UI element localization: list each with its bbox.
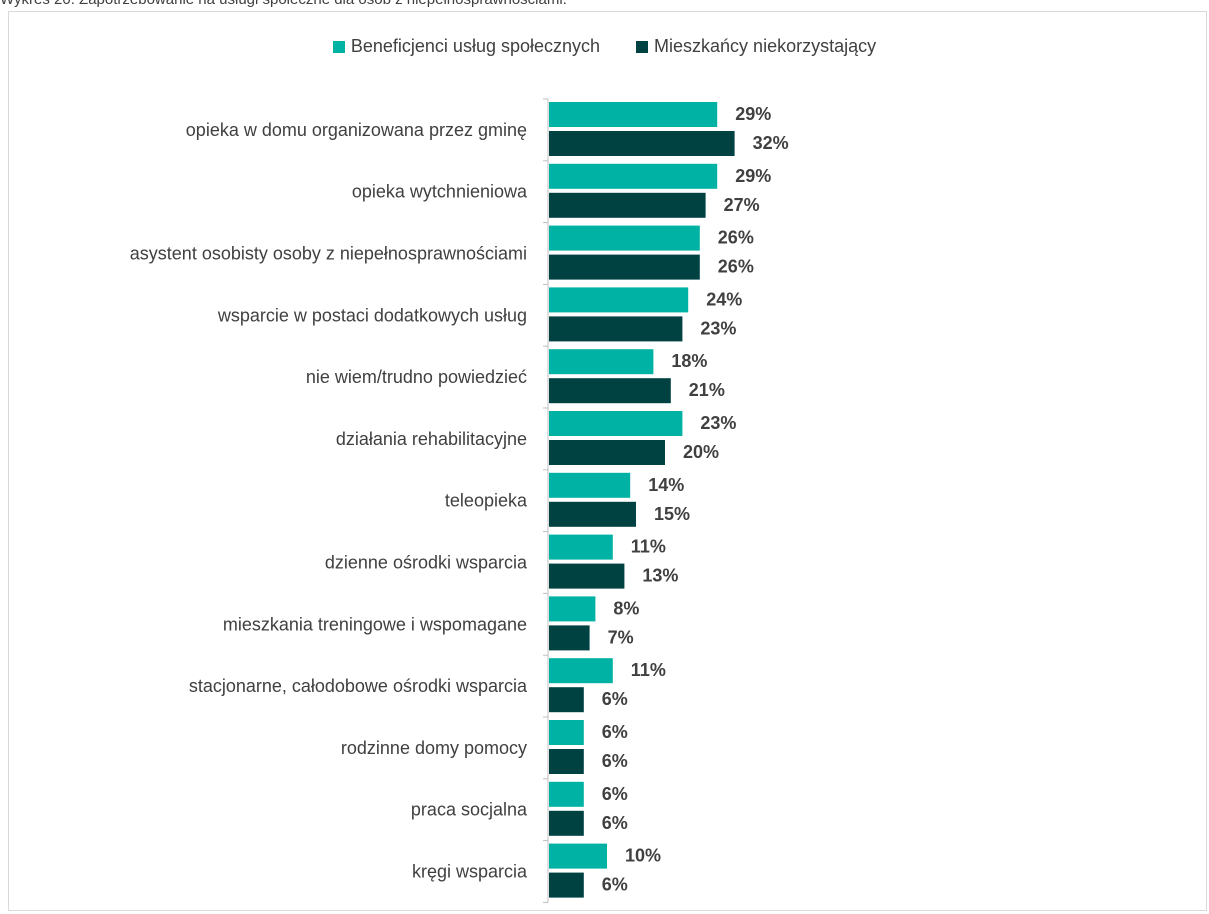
bar-series-1 <box>549 720 584 745</box>
category-label: opieka w domu organizowana przez gminę <box>186 120 527 140</box>
bar-series-2 <box>549 131 735 156</box>
category-label: działania rehabilitacyjne <box>336 429 527 449</box>
data-label-series-1: 29% <box>735 166 771 186</box>
chart-caption: Wykres 20. Zapotrzebowanie na usługi spo… <box>0 0 567 8</box>
category-label: stacjonarne, całodobowe ośrodki wsparcia <box>189 676 528 696</box>
bar-series-1 <box>549 102 718 127</box>
chart-frame <box>8 11 1207 911</box>
data-label-series-1: 29% <box>735 104 771 124</box>
bar-series-2 <box>549 749 584 774</box>
data-label-series-2: 26% <box>718 257 754 277</box>
bar-series-2 <box>549 192 706 218</box>
legend-swatch-series-1 <box>332 40 345 53</box>
data-label-series-1: 6% <box>602 784 628 804</box>
data-label-series-1: 23% <box>700 413 736 433</box>
category-label: opieka wytchnieniowa <box>352 182 528 202</box>
bar-series-2 <box>549 872 584 898</box>
data-label-series-1: 11% <box>631 660 666 680</box>
data-label-series-1: 14% <box>648 475 684 495</box>
category-label: praca socjalna <box>411 800 528 820</box>
data-label-series-1: 11% <box>631 537 666 557</box>
data-label-series-2: 13% <box>642 566 678 586</box>
bar-series-2 <box>549 501 636 527</box>
bar-series-1 <box>549 411 683 436</box>
bar-series-1 <box>549 225 700 251</box>
data-label-series-2: 32% <box>753 133 789 153</box>
category-label: teleopieka <box>445 491 528 511</box>
legend: Beneficjenci usług społecznych Mieszkańc… <box>0 36 1209 57</box>
data-label-series-2: 21% <box>689 380 725 400</box>
bar-series-1 <box>549 596 596 622</box>
category-label: asystent osobisty osoby z niepełnosprawn… <box>130 244 527 264</box>
bar-series-2 <box>549 440 665 465</box>
data-label-series-2: 23% <box>700 318 736 338</box>
data-label-series-2: 27% <box>724 195 760 215</box>
legend-label-series-1: Beneficjenci usług społecznych <box>350 36 601 56</box>
data-label-series-2: 20% <box>683 442 719 462</box>
data-label-series-1: 6% <box>602 722 628 742</box>
category-label: nie wiem/trudno powiedzieć <box>306 367 527 387</box>
data-label-series-1: 24% <box>706 289 742 309</box>
bar-series-1 <box>549 349 654 375</box>
bar-series-1 <box>549 472 631 498</box>
legend-swatch-series-2 <box>636 40 649 53</box>
data-label-series-2: 6% <box>602 689 628 709</box>
data-label-series-2: 6% <box>602 875 628 895</box>
category-label: mieszkania treningowe i wspomagane <box>223 614 527 634</box>
bar-series-1 <box>549 287 689 313</box>
category-label: rodzinne domy pomocy <box>341 738 527 758</box>
bar-series-1 <box>549 534 613 560</box>
category-label: wsparcie w postaci dodatkowych usług <box>217 305 527 325</box>
category-label: kręgi wsparcia <box>412 862 528 882</box>
data-label-series-1: 10% <box>625 846 661 866</box>
data-label-series-2: 7% <box>608 627 634 647</box>
data-label-series-2: 6% <box>602 813 628 833</box>
legend-item-series-1: Beneficjenci usług społecznych <box>332 36 601 57</box>
legend-label-series-2: Mieszkańcy niekorzystający <box>654 36 877 56</box>
category-label: dzienne ośrodki wsparcia <box>325 553 528 573</box>
bar-series-2 <box>549 378 671 404</box>
bar-series-1 <box>549 781 584 807</box>
data-label-series-2: 6% <box>602 751 628 771</box>
bar-series-2 <box>549 563 625 589</box>
legend-item-series-2: Mieszkańcy niekorzystający <box>636 36 876 57</box>
bar-series-1 <box>549 163 718 189</box>
bar-series-2 <box>549 810 584 836</box>
bar-series-2 <box>549 254 700 280</box>
bar-series-1 <box>549 843 607 869</box>
data-label-series-1: 18% <box>671 351 707 371</box>
bar-series-1 <box>549 658 613 684</box>
bar-series-2 <box>549 687 584 713</box>
bar-series-2 <box>549 625 590 651</box>
data-label-series-2: 15% <box>654 504 690 524</box>
data-label-series-1: 26% <box>718 228 754 248</box>
data-label-series-1: 8% <box>613 598 639 618</box>
bar-series-2 <box>549 316 683 342</box>
